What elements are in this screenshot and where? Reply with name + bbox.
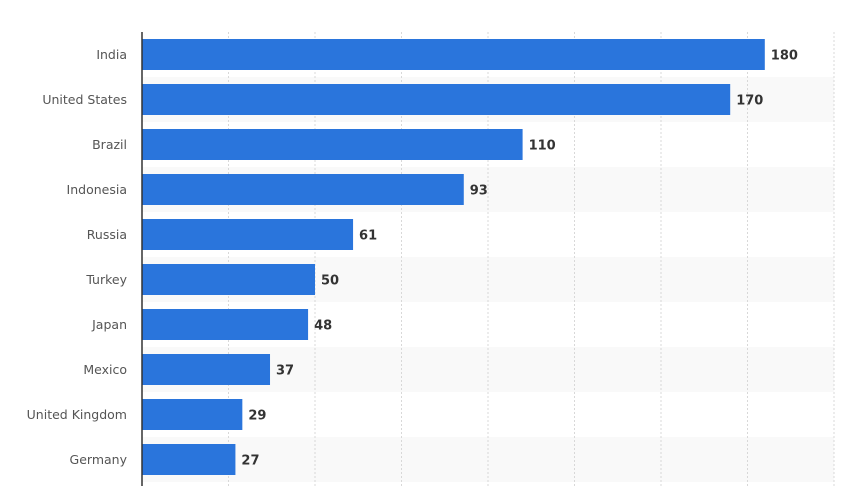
category-label: Turkey: [85, 272, 127, 287]
bar-russia: [142, 219, 354, 250]
bar-brazil: [142, 129, 523, 160]
bar-india: [142, 39, 765, 70]
category-label: Mexico: [83, 362, 127, 377]
category-label: Indonesia: [67, 182, 127, 197]
category-label: Germany: [70, 452, 128, 467]
value-label: 180: [771, 49, 798, 64]
bar-indonesia: [142, 174, 464, 205]
bar-turkey: [142, 264, 315, 295]
bar-mexico: [142, 354, 271, 385]
value-label: 27: [241, 454, 259, 469]
value-label: 170: [736, 94, 763, 109]
value-label: 93: [470, 184, 488, 199]
category-label: United States: [42, 92, 127, 107]
category-label: Brazil: [92, 137, 127, 152]
category-label: Russia: [87, 227, 127, 242]
value-label: 110: [529, 139, 556, 154]
bar-germany: [142, 444, 236, 475]
category-label: Japan: [91, 317, 127, 332]
bar-japan: [142, 309, 309, 340]
value-label: 61: [359, 229, 377, 244]
bar-united-kingdom: [142, 399, 243, 430]
bar-united-states: [142, 84, 731, 115]
value-label: 29: [248, 409, 266, 424]
category-label: United Kingdom: [27, 407, 127, 422]
value-label: 37: [276, 364, 294, 379]
value-label: 50: [321, 274, 339, 289]
category-label: India: [96, 47, 127, 62]
value-label: 48: [314, 319, 332, 334]
